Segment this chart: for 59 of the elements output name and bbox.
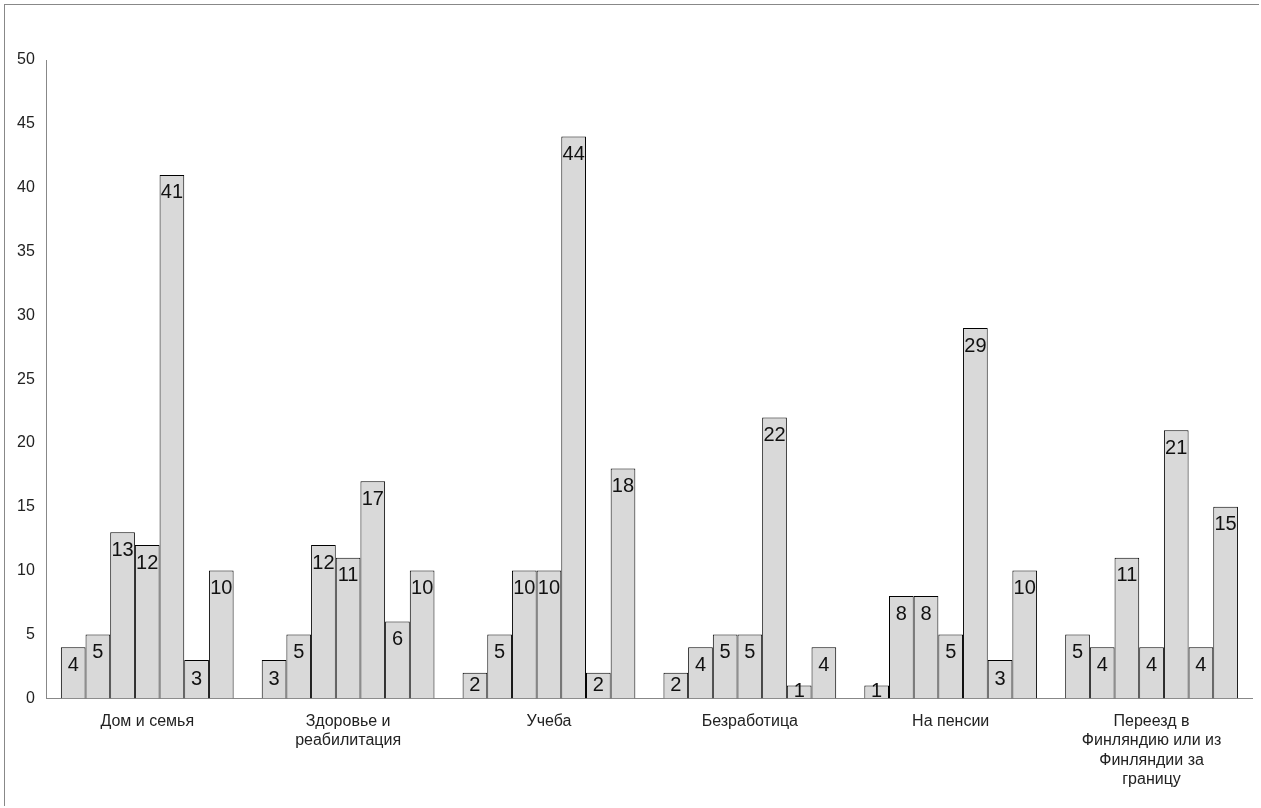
data-label: 3 [191, 666, 203, 689]
data-label: 12 [136, 550, 159, 573]
y-tick-label: 45 [17, 114, 35, 132]
data-label: 13 [111, 537, 134, 560]
data-label: 2 [592, 672, 604, 695]
data-label: 10 [513, 576, 536, 599]
data-label: 4 [1146, 652, 1158, 675]
data-label: 21 [1165, 435, 1188, 458]
y-tick-label: 15 [17, 497, 35, 515]
data-label: 41 [160, 180, 184, 203]
data-label: 5 [92, 639, 104, 662]
y-tick-label: 35 [17, 241, 35, 259]
data-label: 10 [537, 576, 561, 599]
y-tick-label: 10 [17, 560, 35, 578]
data-label: 2 [469, 672, 481, 695]
data-label: 3 [994, 666, 1006, 689]
data-label: 4 [694, 652, 707, 675]
y-tick-label: 50 [17, 50, 35, 68]
data-label: 4 [818, 652, 830, 675]
data-label: 8 [920, 601, 932, 624]
y-tick-label: 0 [25, 688, 35, 706]
data-label: 1 [793, 679, 805, 702]
x-tick-label: Здоровье и реабилитация [295, 712, 402, 749]
data-label: 5 [293, 639, 305, 662]
data-label: 6 [391, 627, 404, 650]
data-label: 10 [1013, 576, 1036, 599]
y-tick-label: 40 [17, 178, 35, 196]
data-label: 3 [268, 666, 280, 689]
y-tick-label: 25 [17, 369, 35, 387]
y-tick-label: 30 [17, 305, 35, 323]
data-label: 4 [67, 652, 79, 675]
data-label: 15 [1214, 512, 1237, 535]
data-label: 22 [763, 422, 786, 445]
data-label: 5 [1071, 639, 1084, 662]
y-tick-label: 20 [17, 433, 35, 451]
y-tick-label: 5 [25, 624, 35, 642]
data-label: 17 [361, 486, 384, 509]
data-label: 10 [210, 576, 233, 599]
x-tick-label: Безработица [701, 712, 799, 730]
data-label: 5 [719, 639, 731, 662]
data-label: 2 [670, 672, 682, 695]
data-label: 18 [611, 473, 635, 496]
x-tick-label: Дом и семья [100, 712, 195, 730]
x-tick-label: Учеба [526, 712, 572, 730]
data-label: 1 [871, 679, 883, 702]
data-label: 11 [337, 563, 359, 586]
data-label: 4 [1096, 652, 1108, 675]
data-label: 4 [1195, 652, 1207, 675]
data-label: 5 [744, 639, 756, 662]
data-label: 5 [945, 639, 957, 662]
x-tick-label: На пенсии [912, 712, 990, 730]
data-label: 5 [494, 639, 506, 662]
data-label: 10 [411, 576, 434, 599]
data-label: 11 [1116, 563, 1138, 586]
data-label: 8 [895, 601, 907, 624]
data-label: 29 [964, 333, 987, 356]
x-tick-label: Переезд в Финляндию или из Финляндии за границу [1081, 712, 1222, 787]
data-label: 44 [562, 142, 585, 165]
data-label: 12 [312, 550, 335, 573]
